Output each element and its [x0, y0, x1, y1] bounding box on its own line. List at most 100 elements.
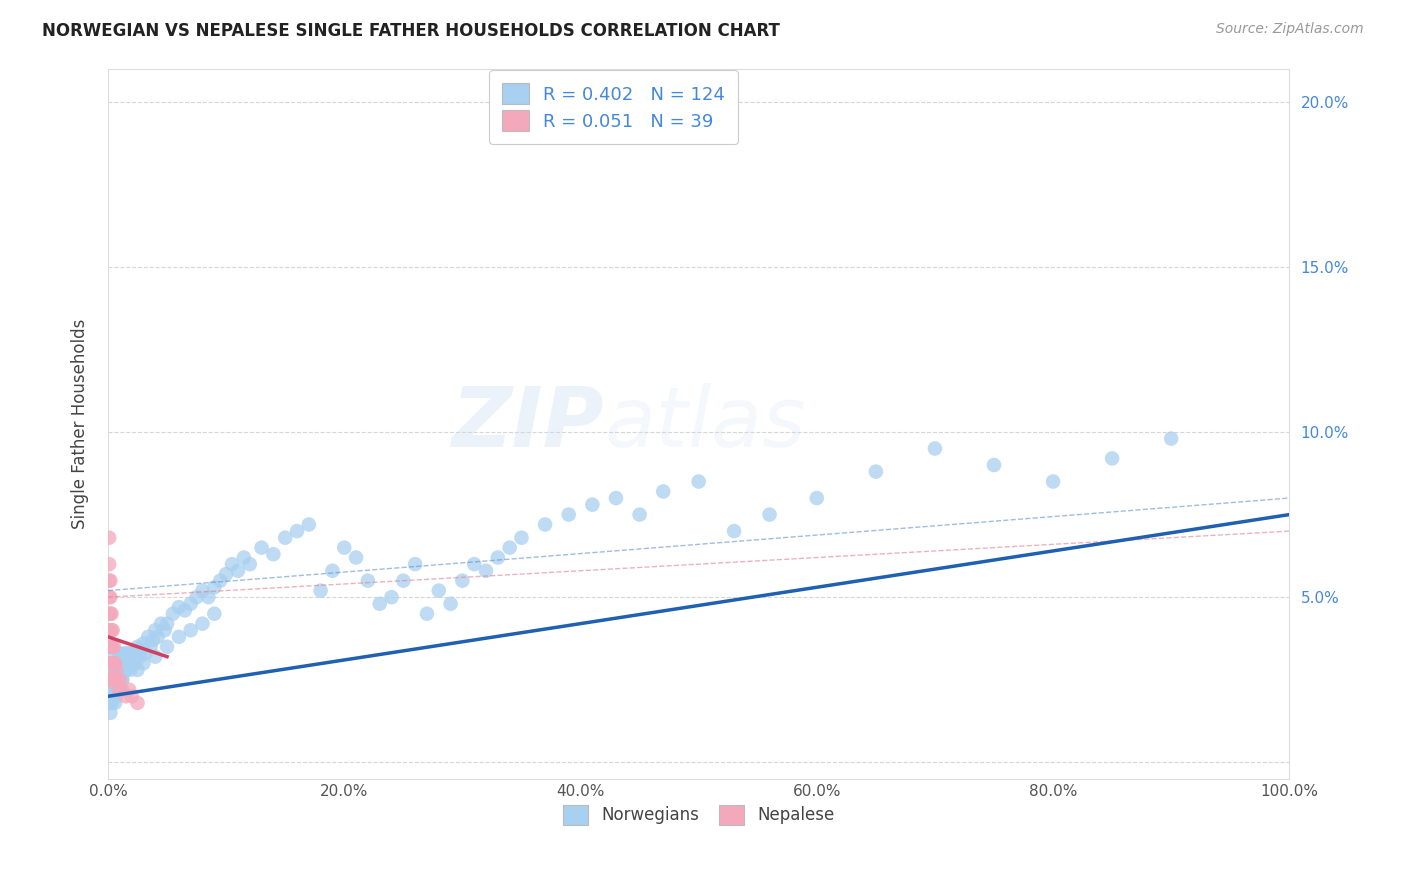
- Point: [605, 491, 627, 505]
- Point: [103, 673, 125, 687]
- Point: [120, 663, 142, 677]
- Point: [114, 690, 136, 704]
- Point: [98, 682, 121, 697]
- Point: [98, 557, 121, 571]
- Point: [132, 636, 155, 650]
- Point: [132, 657, 155, 671]
- Point: [239, 557, 262, 571]
- Point: [202, 607, 225, 621]
- Text: atlas: atlas: [605, 384, 806, 464]
- Point: [98, 574, 121, 588]
- Point: [180, 597, 202, 611]
- Point: [98, 706, 121, 720]
- Point: [103, 682, 125, 697]
- Point: [127, 640, 149, 654]
- Point: [98, 607, 121, 621]
- Point: [107, 673, 129, 687]
- Point: [100, 624, 122, 638]
- Point: [105, 663, 128, 677]
- Point: [105, 680, 128, 694]
- Point: [114, 663, 136, 677]
- Point: [125, 643, 148, 657]
- Point: [129, 643, 152, 657]
- Point: [107, 663, 129, 677]
- Point: [98, 657, 121, 671]
- Point: [121, 657, 143, 671]
- Point: [215, 567, 238, 582]
- Point: [197, 590, 219, 604]
- Point: [112, 649, 135, 664]
- Point: [162, 607, 184, 621]
- Point: [117, 646, 139, 660]
- Point: [98, 696, 121, 710]
- Point: [274, 531, 297, 545]
- Point: [98, 673, 121, 687]
- Point: [98, 673, 121, 687]
- Point: [581, 498, 603, 512]
- Point: [688, 475, 710, 489]
- Point: [107, 649, 129, 664]
- Point: [108, 673, 131, 687]
- Point: [111, 682, 134, 697]
- Point: [136, 630, 159, 644]
- Point: [98, 574, 121, 588]
- Point: [107, 682, 129, 697]
- Point: [114, 646, 136, 660]
- Point: [498, 541, 520, 555]
- Point: [121, 646, 143, 660]
- Point: [321, 564, 343, 578]
- Point: [202, 580, 225, 594]
- Point: [121, 690, 143, 704]
- Point: [127, 663, 149, 677]
- Point: [156, 616, 179, 631]
- Point: [173, 603, 195, 617]
- Point: [98, 640, 121, 654]
- Point: [463, 557, 485, 571]
- Text: Source: ZipAtlas.com: Source: ZipAtlas.com: [1216, 22, 1364, 37]
- Point: [104, 666, 127, 681]
- Point: [111, 673, 134, 687]
- Point: [924, 442, 946, 456]
- Point: [380, 590, 402, 604]
- Point: [534, 517, 557, 532]
- Point: [100, 673, 122, 687]
- Point: [98, 624, 121, 638]
- Point: [250, 541, 273, 555]
- Point: [98, 657, 121, 671]
- Point: [186, 590, 208, 604]
- Point: [108, 673, 131, 687]
- Point: [146, 630, 169, 644]
- Point: [110, 646, 132, 660]
- Point: [439, 597, 461, 611]
- Point: [232, 550, 254, 565]
- Point: [758, 508, 780, 522]
- Point: [368, 597, 391, 611]
- Point: [105, 663, 128, 677]
- Point: [118, 653, 141, 667]
- Point: [983, 458, 1005, 472]
- Point: [142, 633, 165, 648]
- Point: [107, 680, 129, 694]
- Point: [143, 649, 166, 664]
- Point: [135, 646, 157, 660]
- Point: [114, 657, 136, 671]
- Point: [104, 649, 127, 664]
- Point: [628, 508, 651, 522]
- Point: [101, 673, 124, 687]
- Point: [153, 624, 176, 638]
- Point: [167, 600, 190, 615]
- Point: [98, 690, 121, 704]
- Point: [107, 673, 129, 687]
- Point: [309, 583, 332, 598]
- Point: [98, 590, 121, 604]
- Point: [100, 607, 122, 621]
- Point: [139, 640, 162, 654]
- Point: [118, 682, 141, 697]
- Point: [167, 630, 190, 644]
- Point: [150, 616, 173, 631]
- Point: [103, 657, 125, 671]
- Point: [108, 657, 131, 671]
- Point: [344, 550, 367, 565]
- Point: [101, 663, 124, 677]
- Point: [226, 564, 249, 578]
